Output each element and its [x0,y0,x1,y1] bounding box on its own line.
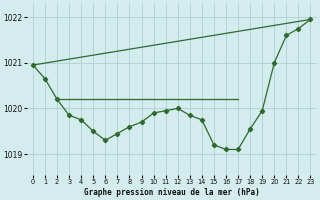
X-axis label: Graphe pression niveau de la mer (hPa): Graphe pression niveau de la mer (hPa) [84,188,260,197]
